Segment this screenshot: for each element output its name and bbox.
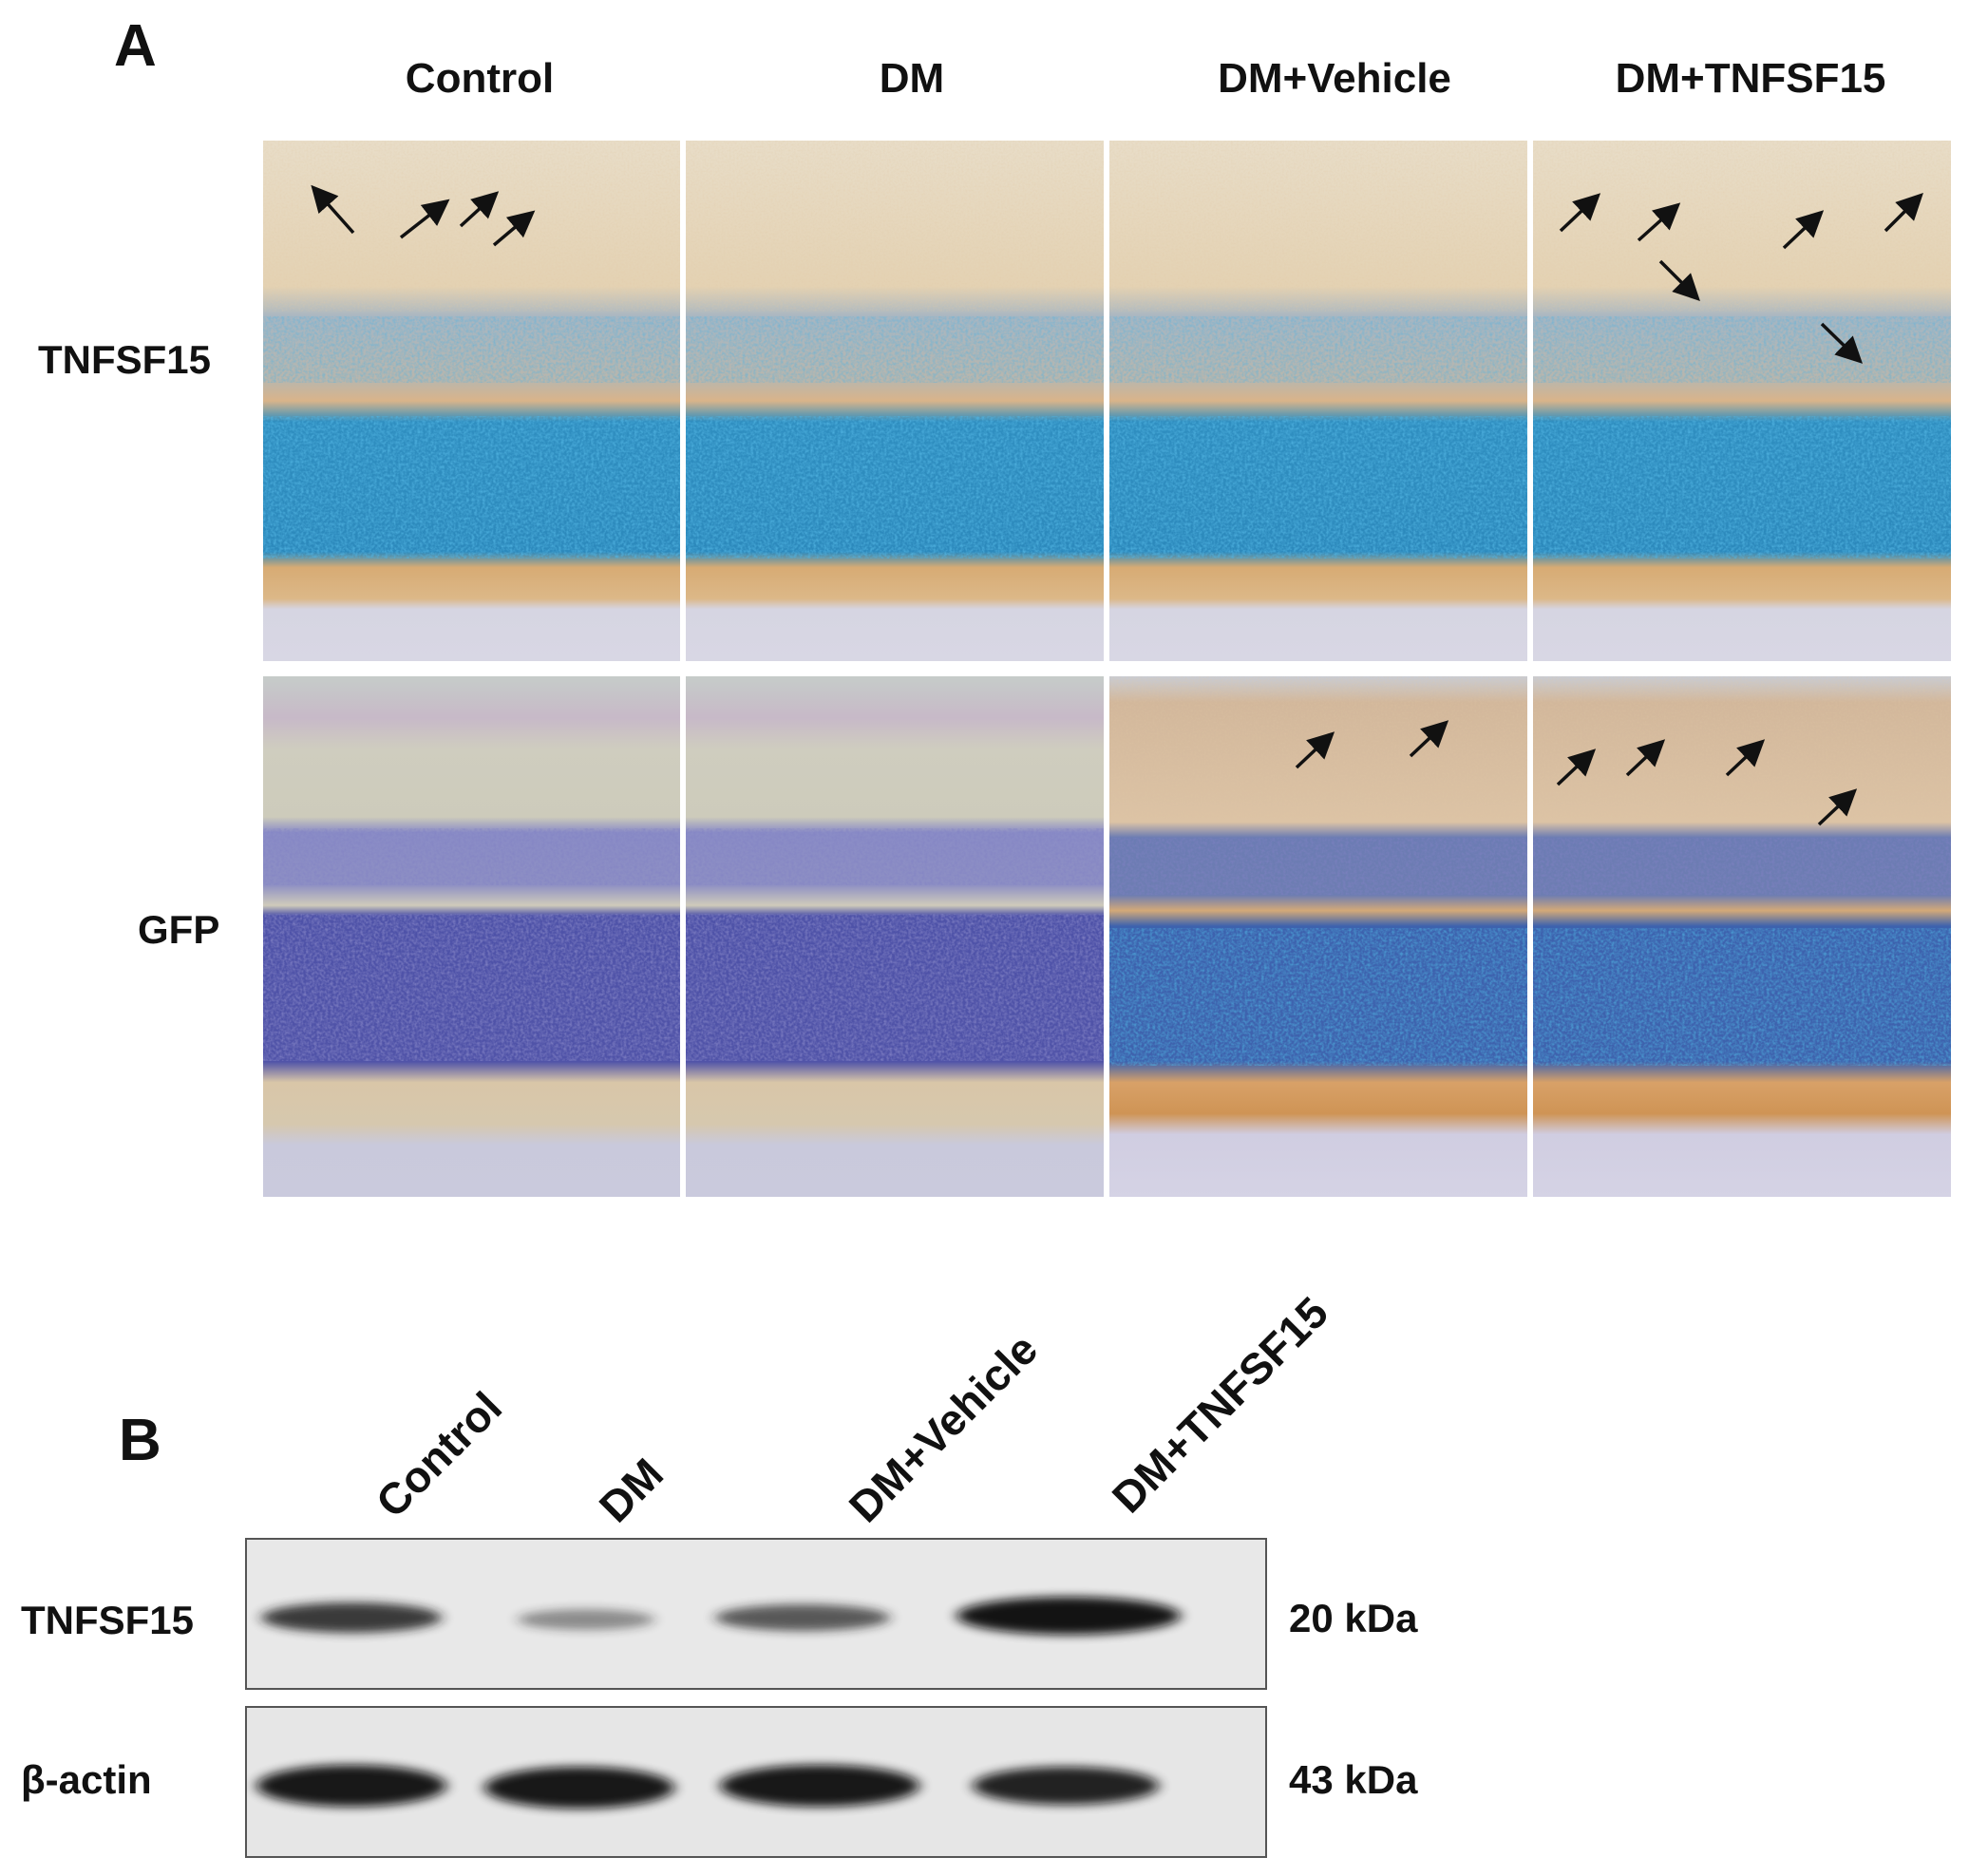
arrow-icon <box>1556 749 1597 786</box>
band-control <box>256 1765 446 1807</box>
blot-size-20kda: 20 kDa <box>1289 1596 1418 1640</box>
band-dm <box>484 1767 674 1809</box>
arrow-icon <box>311 184 355 235</box>
blot-label-beta-actin: β-actin <box>21 1757 152 1802</box>
blot-size-43kda: 43 kDa <box>1289 1757 1418 1802</box>
western-blot-beta-actin <box>245 1706 1267 1858</box>
col-label-dm-tnfsf15: DM+TNFSF15 <box>1615 55 1886 102</box>
arrow-icon <box>1625 739 1666 777</box>
arrow-icon <box>1782 210 1825 250</box>
arrow-icon <box>1409 720 1449 758</box>
panel-a-letter: A <box>114 13 157 79</box>
col-label-dm-vehicle: DM+Vehicle <box>1218 55 1451 102</box>
band-control <box>261 1602 442 1633</box>
arrow-icon <box>492 210 536 247</box>
row-label-tnfsf15: TNFSF15 <box>38 337 212 382</box>
arrow-icon <box>459 191 500 228</box>
band-dm-tnfsf15 <box>973 1767 1159 1805</box>
col-label-dm: DM <box>879 55 945 102</box>
arrow-icon <box>1559 193 1601 233</box>
band-dm <box>518 1609 654 1630</box>
band-dm-vehicle <box>720 1765 919 1807</box>
col-label-control: Control <box>405 55 555 102</box>
arrow-icon <box>1817 788 1858 826</box>
blot-label-tnfsf15: TNFSF15 <box>21 1598 195 1642</box>
arrow-icon <box>1725 739 1766 777</box>
arrow-icon <box>1637 202 1681 242</box>
panel-b-letter: B <box>119 1408 161 1473</box>
western-blot-tnfsf15 <box>245 1538 1267 1690</box>
arrow-icon <box>1658 259 1700 301</box>
band-dm-tnfsf15 <box>956 1597 1181 1635</box>
arrow-icon <box>1820 322 1864 364</box>
arrow-icon <box>399 199 450 239</box>
row-label-gfp: GFP <box>138 907 220 952</box>
arrow-icon <box>1884 193 1923 233</box>
arrow-icon <box>1295 731 1335 769</box>
band-dm-vehicle <box>715 1604 890 1631</box>
